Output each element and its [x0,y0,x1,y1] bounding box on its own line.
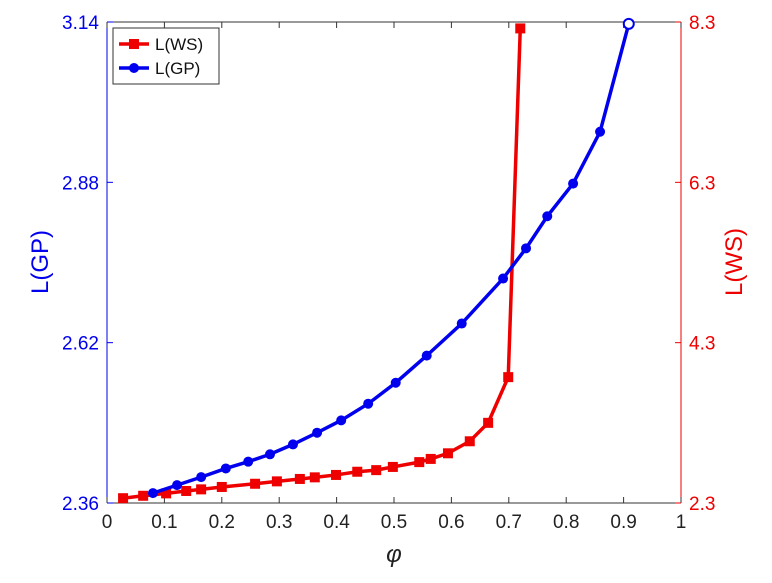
left-y-tick-label: 3.14 [62,13,99,34]
data-point-gp [568,178,579,189]
data-point-gp [336,415,347,426]
data-point-gp [312,427,323,438]
left-y-tick-label: 2.62 [62,334,99,355]
legend-box [112,27,220,85]
data-point-gp [456,318,467,329]
x-tick-label: 0.1 [151,512,177,533]
data-point-ws [138,490,149,501]
data-point-ws [464,436,475,447]
x-tick-label: 0.4 [323,512,350,533]
data-point-gp [521,243,532,254]
legend-marker-circle [129,63,139,73]
data-point-ws [294,473,305,484]
series-line-L(GP) [152,23,631,495]
data-point-ws [371,465,382,476]
data-point-gp [172,480,183,491]
data-point-gp [220,463,231,474]
data-point-ws [216,481,227,492]
right-y-axis-label: L(WS) [721,228,748,296]
left-y-axis-label: L(GP) [27,230,54,294]
data-point-ws [425,453,436,464]
data-point-ws [118,493,129,504]
data-point-ws [503,372,514,383]
data-point-gp [421,350,432,361]
data-point-ws [352,466,363,477]
data-point-ws [483,417,494,428]
data-point-ws [442,448,453,459]
data-point-gp [390,377,401,388]
legend-marker-square [129,39,139,49]
left-y-tick-label: 2.88 [62,173,99,194]
x-tick-label: 0.9 [610,512,636,533]
data-point-ws [331,469,342,480]
data-point-gp [265,449,276,460]
right-y-tick-label: 6.3 [689,173,715,194]
data-point-ws [271,476,282,487]
x-tick-label: 0 [102,512,113,533]
data-point-gp [542,211,553,222]
data-point-gp [287,439,298,450]
right-y-tick-label: 4.3 [689,334,715,355]
x-tick-label: 0.3 [266,512,292,533]
data-point-ws [515,23,526,34]
data-point-ws [414,457,425,468]
left-y-tick-label: 2.36 [62,494,99,515]
data-point-ws [196,484,207,495]
data-point-gp [196,472,207,483]
x-axis-label: φ [386,541,402,568]
x-tick-label: 1 [676,512,687,533]
legend-label: L(GP) [155,59,200,78]
data-point-ws [387,461,398,472]
x-tick-label: 0.8 [553,512,579,533]
x-tick-label: 0.6 [438,512,464,533]
x-tick-label: 0.2 [209,512,235,533]
data-point-gp [595,126,606,137]
data-point-ws [309,472,320,483]
data-point-gp [363,398,374,409]
data-point-gp [147,488,158,499]
data-point-ws [161,488,172,499]
right-y-tick-label: 8.3 [689,13,715,34]
legend-label: L(WS) [155,35,203,54]
series-line-L(WS) [122,28,523,500]
data-point-gp [498,273,509,284]
data-point-ws [181,485,192,496]
data-point-gp [622,17,635,30]
x-tick-label: 0.5 [381,512,407,533]
data-point-gp [243,456,254,467]
data-point-ws [250,478,261,489]
right-y-tick-label: 2.3 [689,494,715,515]
x-tick-label: 0.7 [496,512,522,533]
